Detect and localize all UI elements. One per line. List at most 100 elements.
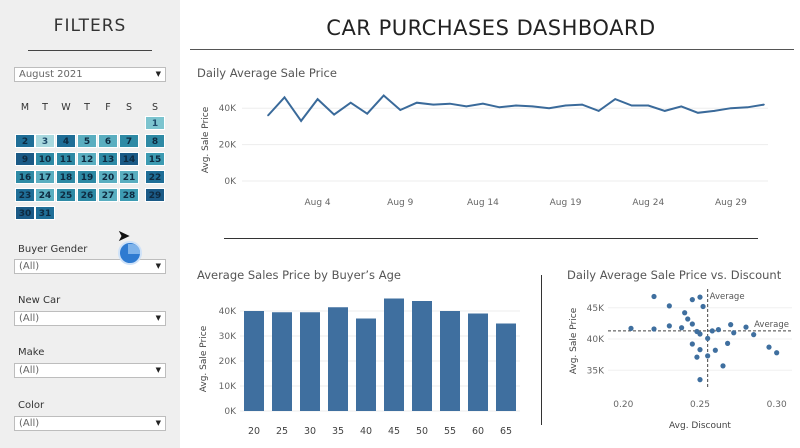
line-point [664,110,666,112]
bar [356,318,376,411]
line-x-tick-label: Aug 29 [715,198,747,208]
new-car-value: (All) [19,313,40,324]
weekday-label: M [20,102,30,113]
scatter-point [766,344,772,350]
line-point [515,104,517,107]
chevron-down-icon: ▼ [155,314,161,322]
calendar-day[interactable]: 4 [56,134,76,148]
scatter-point [679,325,685,331]
calendar-day[interactable]: 25 [56,188,76,202]
bar [496,323,516,411]
filters-title: FILTERS [53,16,127,36]
calendar-day[interactable]: 26 [77,188,97,202]
scatter-y-tick-label: 35K [587,366,605,376]
bar-x-tick-label: 45 [388,426,400,437]
scatter-point [700,303,706,310]
bar-y-tick-label: 30K [219,332,237,342]
filter-label-make: Make [18,347,45,358]
calendar-day[interactable]: 16 [15,170,35,184]
calendar-day[interactable]: 18 [56,170,76,184]
scatter-point [682,310,688,316]
make-value: (All) [19,365,40,376]
month-select[interactable]: August 2021 ▼ [14,67,166,82]
scatter-point [743,324,749,330]
calendar-day[interactable]: 21 [119,170,139,184]
line-point [614,98,616,100]
line-point [581,103,583,106]
new-car-select[interactable]: (All) ▼ [14,311,166,326]
scatter-point [720,363,726,369]
price-discount-scatter-chart: Avg. Sale Price Avg. Discount 35K 40K 45K 0.2… [569,289,792,431]
calendar-day[interactable]: 5 [77,134,97,148]
calendar-day[interactable]: 2 [15,134,35,148]
color-select[interactable]: (All) ▼ [14,416,166,431]
calendar-day[interactable]: 9 [15,152,35,166]
calendar-day[interactable]: 24 [35,188,55,202]
line-y-tick-label: 20K [219,141,237,151]
weekday-label: S [151,102,159,113]
weekday-label: T [42,102,48,113]
daily-price-line-chart: Avg. Sale Price 0K 20K 40K Aug 4 Aug 9 Aug 14 A… [201,94,768,208]
scatter-point [751,332,757,338]
calendar-day[interactable]: 14 [119,152,139,166]
line-point [333,113,335,116]
color-value: (All) [19,418,40,429]
dashboard-title: CAR PURCHASES DASHBOARD [326,16,656,40]
calendar-day[interactable]: 17 [35,170,55,184]
calendar-day[interactable]: 27 [98,188,118,202]
line-y-tick-label: 0K [224,177,237,187]
line-point [267,114,269,117]
calendar-day[interactable]: 15 [145,152,165,166]
calendar-day[interactable]: 22 [145,170,165,184]
line-point [763,103,765,106]
buyer-gender-value: (All) [19,261,40,272]
line-point [647,104,650,107]
calendar-day[interactable]: 10 [35,152,55,166]
scatter-point [689,321,695,327]
calendar-day[interactable]: 8 [145,134,165,148]
calendar-day[interactable]: 31 [35,206,55,220]
calendar-day[interactable]: 30 [15,206,35,220]
bar [244,311,264,411]
line-point [449,102,451,105]
line-point [399,109,402,111]
scatter-point [705,353,711,359]
scatter-point [712,347,718,353]
scatter-ref-label-x: Average [710,292,745,302]
buyer-gender-select[interactable]: (All) ▼ [14,259,166,274]
calendar-day[interactable]: 6 [98,134,118,148]
line-y-axis-label: Avg. Sale Price [201,106,211,173]
chevron-down-icon: ▼ [155,262,161,270]
line-y-tick-label: 40K [219,104,237,114]
calendar-day[interactable]: 12 [77,152,97,166]
scatter-point [697,331,703,337]
scatter-point [689,297,695,303]
calendar-day[interactable]: 11 [56,152,76,166]
calendar-day[interactable]: 7 [119,134,139,148]
chevron-down-icon: ▼ [155,70,161,78]
calendar-day[interactable]: 3 [35,134,55,148]
calendar-day[interactable]: 1 [145,116,165,130]
filter-label-color: Color [18,400,45,411]
calendar-day[interactable]: 20 [98,170,118,184]
line-point [482,102,484,105]
make-select[interactable]: (All) ▼ [14,363,166,378]
calendar-day[interactable]: 19 [77,170,97,184]
scatter-y-tick-label: 45K [587,304,605,314]
line-x-tick-label: Aug 14 [467,198,499,208]
bar-y-tick-label: 40K [219,307,237,317]
line-point [498,106,501,109]
scatter-point [666,323,672,329]
calendar-day[interactable]: 28 [119,188,139,202]
scatter-x-tick-label: 0.30 [767,400,787,410]
scatter-point [694,354,700,360]
bar [272,312,292,411]
scatter-x-tick-label: 0.25 [690,400,710,410]
calendar-day[interactable]: 13 [98,152,118,166]
calendar-day[interactable]: 29 [145,188,165,202]
bar [300,312,320,411]
line-point [382,94,385,97]
line-point [349,101,352,104]
scatter-point [715,327,721,333]
calendar-day[interactable]: 23 [15,188,35,202]
